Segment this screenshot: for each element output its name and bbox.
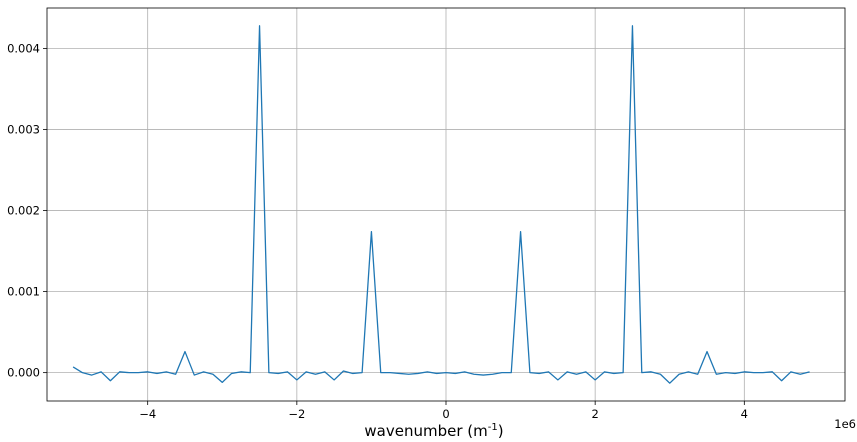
series-line (72, 25, 810, 384)
y-tick-label: 0.002 (7, 204, 40, 218)
grid-lines (47, 8, 845, 401)
x-axis-label-superscript: -1 (488, 422, 498, 433)
x-tick-label: 2 (591, 407, 598, 421)
series-layer (72, 25, 810, 384)
y-tick-label: 0.001 (7, 285, 40, 299)
x-tick-label: −4 (139, 407, 156, 421)
y-tick-label: 0.003 (7, 123, 40, 137)
x-axis-label: wavenumber (m-1) (364, 422, 503, 440)
x-axis-label-close: ) (498, 422, 504, 440)
x-offset-text: 1e6 (834, 417, 856, 431)
x-tick-label: 4 (741, 407, 748, 421)
x-axis-label-main: wavenumber (m (364, 422, 487, 440)
axis-ticks: −4 −2 0 2 4 0.000 0.001 0.002 0.003 0.004 (7, 42, 748, 421)
y-tick-label: 0.004 (7, 42, 40, 56)
x-tick-label: 0 (442, 407, 449, 421)
x-tick-label: −2 (288, 407, 305, 421)
y-tick-label: 0.000 (7, 366, 40, 380)
